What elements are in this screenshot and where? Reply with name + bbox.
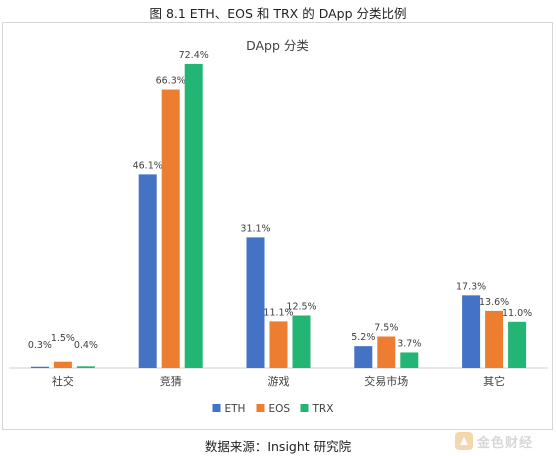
data-label-eos-1: 66.3%: [156, 76, 186, 87]
bar-eth-1: [138, 174, 157, 368]
x-tick-label-4: 其它: [483, 374, 505, 388]
x-tick-label-3: 交易市场: [364, 374, 408, 388]
data-label-trx-2: 12.5%: [286, 302, 316, 313]
bar-eos-3: [377, 336, 396, 368]
bar-eos-2: [269, 321, 288, 368]
data-label-eos-2: 11.1%: [263, 307, 293, 318]
data-label-eth-0: 0.3%: [28, 340, 52, 351]
data-label-trx-3: 3.7%: [397, 338, 421, 349]
bar-eth-4: [462, 295, 481, 368]
bar-chart: 0.3%1.5%0.4% 社交 46.1% 66.3% 72.4% 竞猜 31.1% 11.1…: [9, 50, 548, 415]
x-tick-label-1: 竞猜: [160, 374, 182, 388]
bar-trx-1: [184, 63, 203, 369]
source-note: 数据来源：Insight 研究院: [204, 439, 352, 454]
legend-label-eos: EOS: [269, 403, 291, 415]
bar-eth-0: [30, 366, 49, 368]
bar-trx-4: [508, 321, 527, 368]
data-label-eth-1: 46.1%: [133, 160, 163, 171]
watermark-text: 金色财经: [477, 435, 534, 451]
bar-trx-0: [76, 366, 95, 368]
chart-title: DApp 分类: [246, 38, 309, 53]
legend-label-eth: ETH: [225, 403, 246, 415]
bar-eth-2: [246, 237, 265, 368]
data-label-eth-4: 17.3%: [456, 281, 486, 292]
data-label-eos-3: 7.5%: [374, 323, 398, 334]
data-label-trx-0: 0.4%: [74, 340, 98, 351]
legend-label-trx: TRX: [312, 403, 334, 415]
data-label-trx-4: 11.0%: [502, 308, 532, 319]
x-tick-label-0: 社交: [52, 374, 74, 388]
bar-trx-2: [292, 315, 311, 368]
x-tick-label-2: 游戏: [268, 375, 290, 388]
bar-trx-3: [400, 352, 419, 368]
data-label-eth-3: 5.2%: [351, 332, 375, 343]
bar-eth-3: [354, 346, 373, 368]
chart-frame: DApp 分类 0.3% 1.5% 0.4% 社交 46.1% 66.3% 72.4% 竞猜 3…: [2, 22, 553, 430]
figure-caption: 图 8.1 ETH、EOS 和 TRX 的 DApp 分类比例: [149, 6, 407, 21]
data-label-eos-4: 13.6%: [479, 297, 509, 308]
watermark-logo-icon: [455, 432, 473, 450]
bar-eos-1: [161, 89, 180, 368]
bar-eos-0: [53, 361, 72, 368]
legend-swatch-eos: [256, 404, 265, 412]
legend-swatch-trx: [300, 404, 309, 412]
data-label-eth-2: 31.1%: [240, 223, 270, 234]
bar-eos-4: [485, 310, 504, 368]
legend-swatch-eth: [212, 404, 221, 412]
data-label-eos-0: 1.5%: [51, 333, 75, 344]
data-label-trx-1: 72.4%: [179, 50, 209, 61]
watermark: 金色财经: [455, 428, 551, 454]
